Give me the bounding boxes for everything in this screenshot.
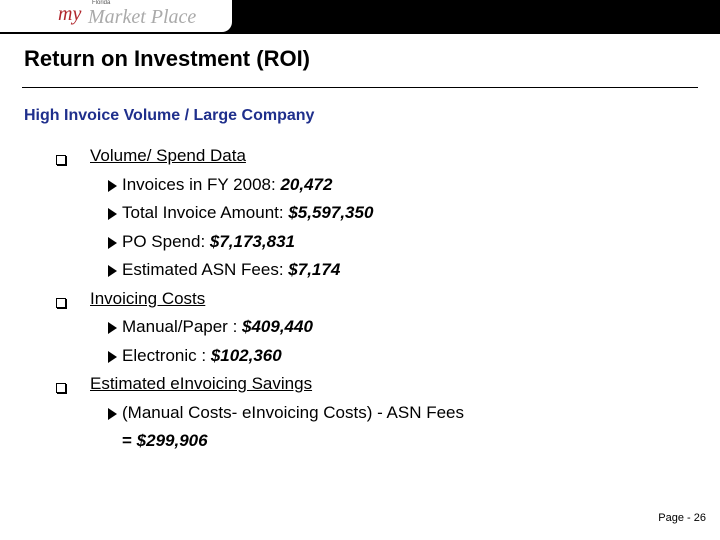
- page-number: Page - 26: [658, 512, 706, 524]
- section-heading: Invoicing Costs: [90, 288, 206, 308]
- sub-bullet-arrow: [108, 407, 117, 420]
- item-value: $5,597,350: [288, 203, 374, 222]
- result-value: $299,906: [136, 431, 208, 450]
- logo-prefix: my: [58, 3, 82, 25]
- item-value: $102,360: [210, 345, 282, 365]
- item-label: Estimated ASN Fees:: [122, 260, 289, 279]
- sub-item: PO Spend: $7,173,831: [122, 232, 295, 252]
- sub-item: Total Invoice Amount: $5,597,350: [122, 203, 373, 223]
- sub-bullet-arrow: [108, 179, 117, 192]
- sub-item: Invoices in FY 2008: 20,472: [122, 175, 332, 195]
- sub-bullet-arrow: [108, 350, 117, 363]
- sub-bullet-arrow: [108, 265, 117, 277]
- item-label: Invoices in FY 2008:: [122, 174, 281, 194]
- sub-bullet-arrow: [108, 208, 117, 220]
- item-label: PO Spend:: [122, 231, 210, 251]
- section-heading: Volume/ Spend Data: [90, 146, 246, 165]
- sub-item: Electronic : $102,360: [122, 346, 282, 366]
- sub-bullet-arrow: [108, 322, 117, 334]
- section-heading: Estimated eInvoicing Savings: [90, 374, 313, 393]
- item-label: Electronic :: [122, 345, 211, 365]
- item-value: $7,174: [288, 260, 341, 279]
- sub-item: Manual/Paper : $409,440: [122, 317, 313, 337]
- item-label: Total Invoice Amount:: [122, 203, 289, 222]
- result-line: = $299,906: [122, 431, 208, 451]
- item-value: $409,440: [242, 317, 313, 336]
- item-label: (Manual Costs- eInvoicing Costs) - ASN F…: [122, 402, 465, 422]
- sub-item: Estimated ASN Fees: $7,174: [122, 260, 340, 280]
- bullet-marker: [56, 155, 66, 165]
- sub-item: (Manual Costs- eInvoicing Costs) - ASN F…: [122, 403, 464, 423]
- item-label: Manual/Paper :: [122, 317, 243, 336]
- logo: my Florida Market Place: [0, 0, 232, 32]
- bullet-marker: [56, 383, 66, 393]
- bullet-marker: [56, 297, 66, 308]
- item-value: $7,173,831: [209, 231, 295, 251]
- logo-name: Market Place: [88, 6, 197, 28]
- item-value: 20,472: [280, 174, 333, 194]
- sub-bullet-arrow: [108, 236, 117, 249]
- logo-state: Florida: [92, 0, 111, 6]
- subtitle: High Invoice Volume / Large Company: [24, 107, 315, 124]
- slide-title: Return on Investment (ROI): [24, 46, 311, 71]
- title-rule: [22, 87, 698, 88]
- result-sign: =: [122, 431, 132, 450]
